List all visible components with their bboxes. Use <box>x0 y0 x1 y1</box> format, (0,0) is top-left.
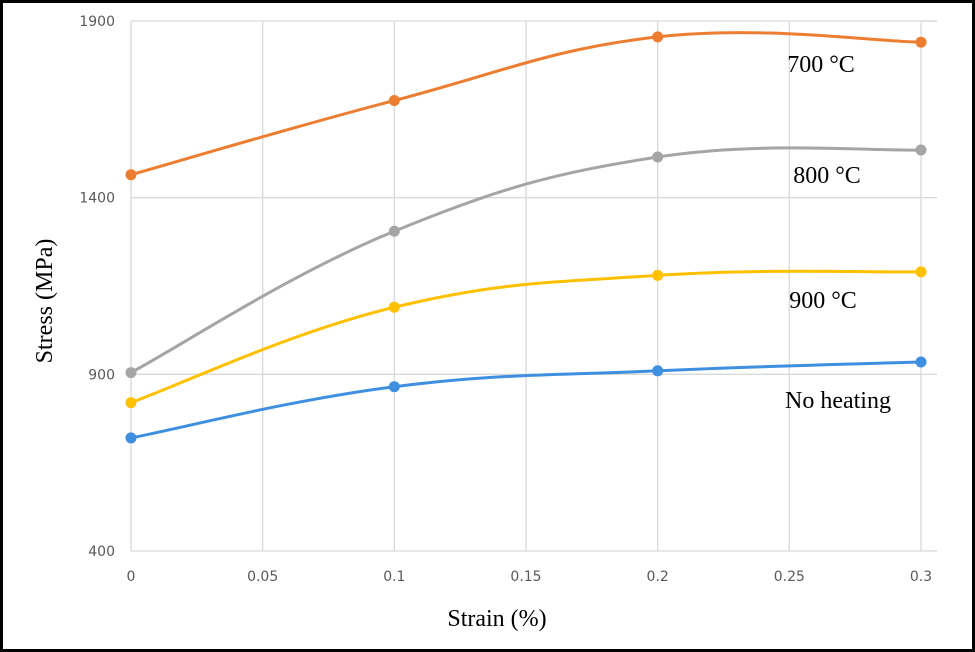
series-label: 700 °C <box>787 52 855 78</box>
x-tick-label: 0.05 <box>247 569 278 585</box>
data-point <box>915 36 927 48</box>
data-point <box>915 144 927 156</box>
data-point <box>125 397 137 409</box>
data-point <box>652 151 664 163</box>
x-tick-label: 0.1 <box>383 569 405 585</box>
data-point <box>652 269 664 281</box>
y-tick-label: 400 <box>88 544 115 560</box>
data-point <box>915 356 927 368</box>
series-line <box>130 360 922 440</box>
data-point <box>652 365 664 377</box>
x-axis-title: Strain (%) <box>447 606 546 632</box>
x-tick-label: 0.15 <box>510 569 541 585</box>
data-point <box>652 31 664 43</box>
x-axis-ticks: 0 0.05 0.1 0.15 0.2 0.25 0.3 <box>127 569 933 585</box>
data-point <box>388 301 400 313</box>
grid-lines <box>130 20 937 552</box>
series-labels: 700 °C 800 °C 900 °C No heating <box>785 52 891 414</box>
series-line <box>130 31 922 177</box>
y-axis-title: Stress (MPa) <box>32 239 58 364</box>
y-tick-label: 900 <box>88 367 115 383</box>
y-axis-ticks: 400 900 1400 1900 <box>79 14 115 560</box>
data-point <box>915 266 927 278</box>
series-label: 900 °C <box>789 288 857 314</box>
series-line <box>130 146 922 374</box>
series-3 <box>125 266 927 409</box>
series-1 <box>125 31 927 181</box>
data-point <box>125 169 137 181</box>
y-tick-label: 1400 <box>79 191 115 207</box>
series-group <box>125 31 927 444</box>
x-tick-label: 0.25 <box>774 569 805 585</box>
x-tick-label: 0 <box>127 569 136 585</box>
x-tick-label: 0.2 <box>647 569 669 585</box>
data-point <box>388 225 400 237</box>
y-tick-label: 1900 <box>79 14 115 30</box>
data-point <box>388 95 400 106</box>
series-4 <box>125 356 927 444</box>
series-label: 800 °C <box>793 163 861 189</box>
series-line <box>130 269 922 405</box>
series-label: No heating <box>785 388 891 414</box>
data-point <box>125 367 137 379</box>
series-2 <box>125 144 927 379</box>
data-point <box>125 432 137 444</box>
data-point <box>388 381 400 393</box>
x-tick-label: 0.3 <box>910 569 932 585</box>
stress-strain-chart: 0 0.05 0.1 0.15 0.2 0.25 0.3 400 900 1400 1900 70… <box>32 14 937 632</box>
